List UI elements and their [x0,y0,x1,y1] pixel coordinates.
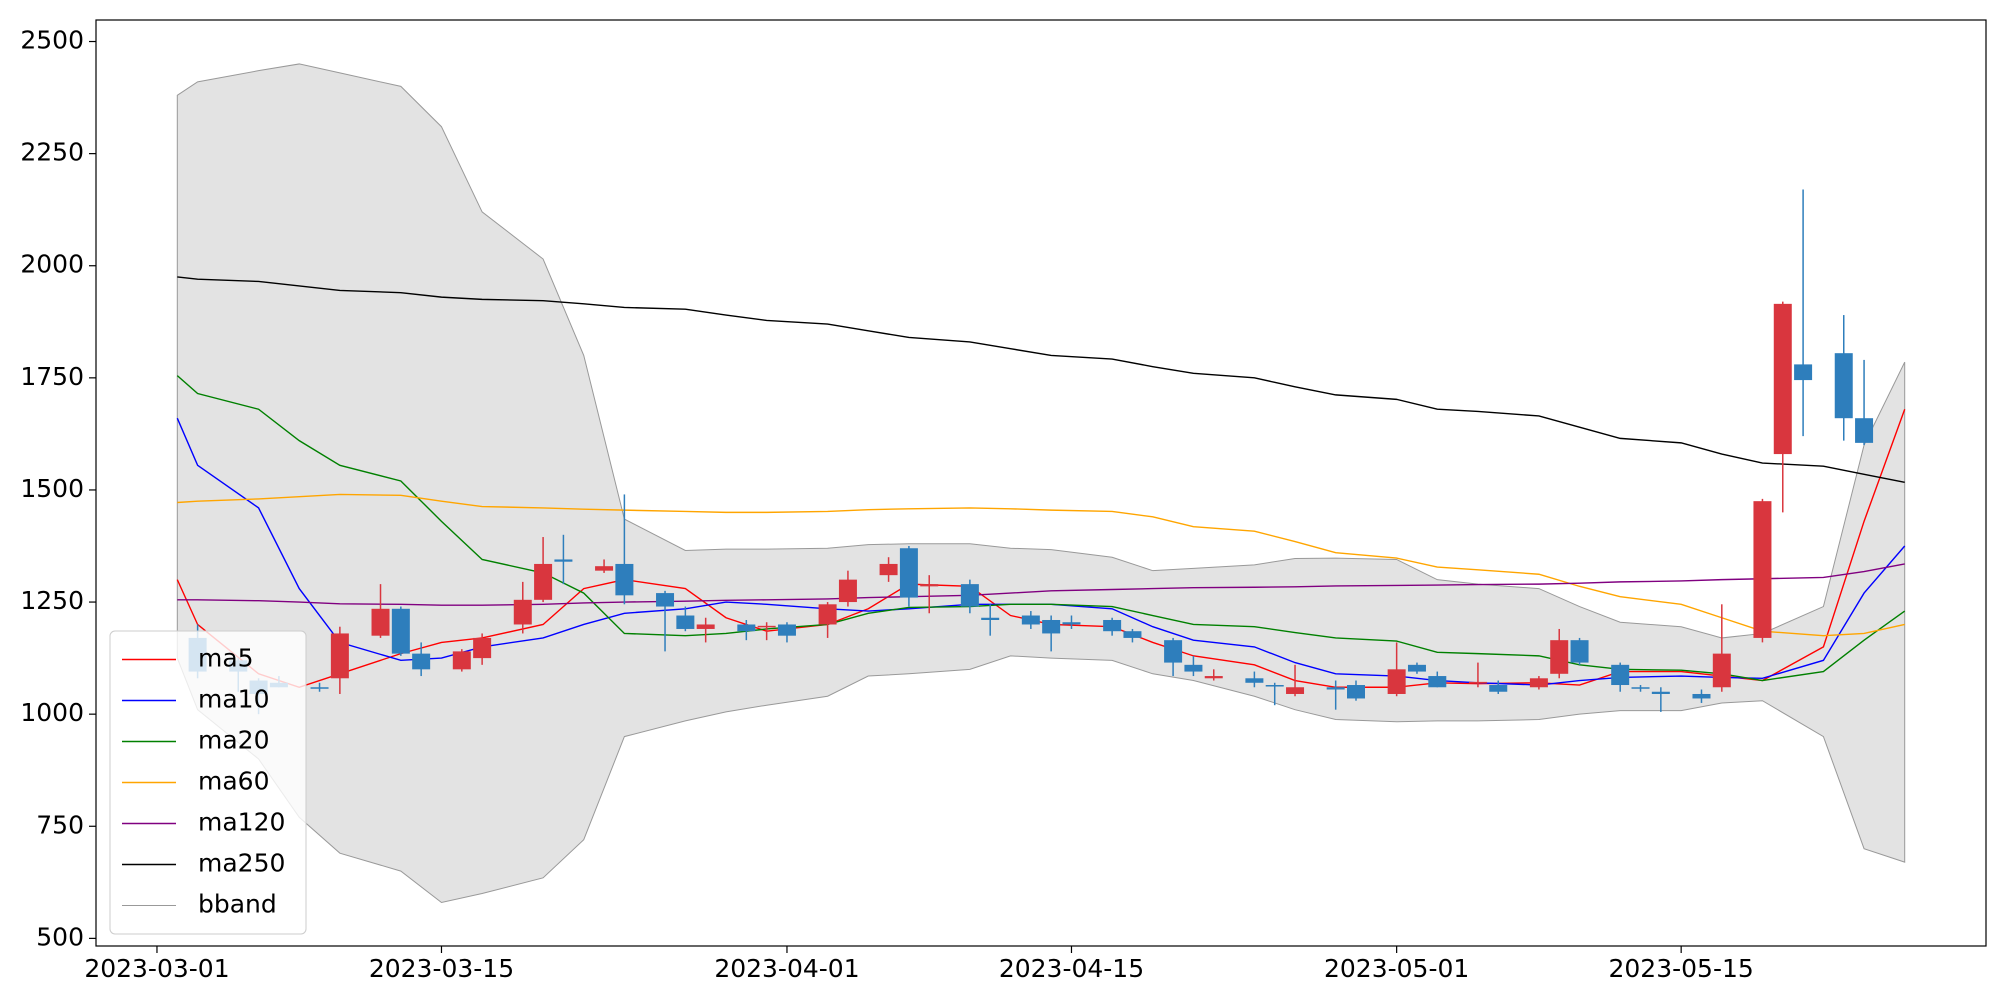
bband-area [176,63,1906,904]
plot-frame [95,19,1987,947]
candle-body [696,624,715,629]
candle-body [330,633,349,679]
candle-body [899,548,918,598]
legend-label: ma120 [198,808,285,837]
x-tick-label: 2023-03-01 [84,954,229,983]
y-tick-label: 1000 [20,698,84,727]
candle-body [1042,619,1061,634]
candle-body [757,625,776,628]
y-tick-label: 1500 [20,474,84,503]
x-tick-label: 2023-04-01 [714,954,859,983]
candle-body [1407,664,1426,672]
candle-body [412,653,431,670]
candle-body [656,593,675,607]
legend-label: ma20 [198,726,269,755]
candle-body [879,563,898,576]
candle-body [1245,678,1264,683]
legend-label: ma10 [198,685,269,714]
x-tick-label: 2023-05-15 [1609,954,1754,983]
x-tick-label: 2023-03-15 [369,954,514,983]
candle-body [920,584,939,587]
candle-body [310,687,329,689]
candle-body [1794,364,1813,381]
y-tick-label: 750 [36,810,84,839]
y-tick-label: 1750 [20,362,84,391]
candle-body [737,624,756,632]
x-tick-label: 2023-05-01 [1324,954,1469,983]
candle-body [554,559,573,562]
candle-body [1631,687,1650,689]
candle-body [1753,501,1772,638]
candle-body [1570,640,1589,663]
candle-body [1204,676,1223,679]
candle-body [1021,615,1040,625]
line-ma250 [177,276,1905,484]
y-tick-label: 2000 [20,250,84,279]
candle-body [473,637,492,659]
legend-label: ma5 [198,644,254,673]
candle-body [452,651,471,670]
legend-label: ma60 [198,767,269,796]
candle-body [534,563,553,600]
candle-body [1184,664,1203,672]
candle-body [1062,622,1081,625]
candle-body [371,608,390,636]
line-ma60 [177,493,1905,637]
candle-body [1692,693,1711,699]
y-tick-label: 2500 [20,26,84,55]
candle-body [1773,303,1792,455]
candle-body [1468,681,1487,684]
legend-box [109,630,307,935]
candle-body [1855,418,1874,443]
candle-body [838,579,857,603]
candle-body [1103,619,1122,632]
candle-body [1286,687,1305,694]
candle-body [1428,676,1447,688]
candle-body [1834,353,1853,419]
y-tick-label: 500 [36,922,84,951]
legend-label: bband [198,890,277,919]
candle-body [676,615,695,629]
candle-body [1123,631,1142,638]
candle-body [1387,669,1406,694]
candle-body [777,624,796,636]
candle-body [1347,685,1365,699]
candle-body [1265,685,1284,687]
candle-body [513,599,532,625]
line-ma120 [177,563,1905,606]
y-tick-label: 1250 [20,586,84,615]
candle-body [1489,685,1508,692]
candle-body [1651,691,1670,694]
candle-body [1529,678,1548,688]
candle-body [818,604,837,625]
x-tick-label: 2023-04-15 [999,954,1144,983]
candle-body [615,563,634,596]
y-tick-label: 2250 [20,138,84,167]
candle-body [1326,687,1345,690]
legend-label: ma250 [198,849,285,878]
candle-body [981,617,1000,620]
candle-body [1164,640,1183,663]
candle-body [1712,653,1731,688]
candle-body [1611,664,1630,686]
legend: ma5 ma10 ma20 ma60 ma120 ma250 bband [109,630,307,935]
candle-body [391,608,410,654]
candle-body [1550,640,1569,674]
candle-body [595,566,614,571]
candle-body [960,584,979,607]
